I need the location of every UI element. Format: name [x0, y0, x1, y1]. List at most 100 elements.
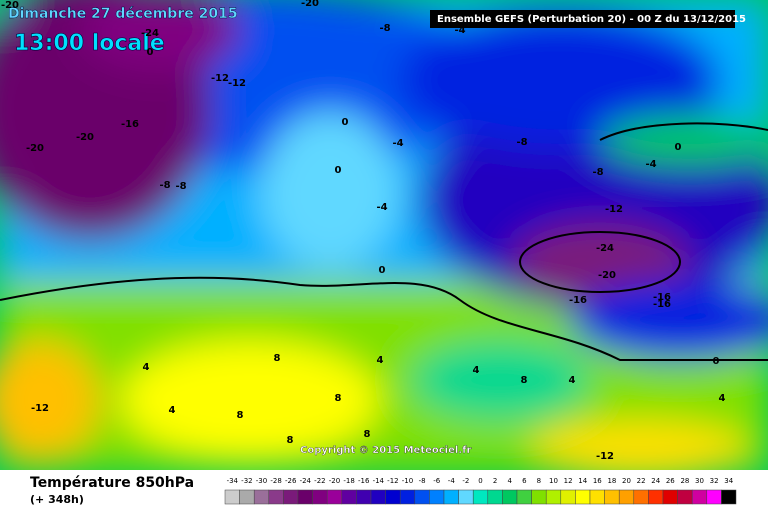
footer-title: Température 850hPa — [30, 475, 194, 491]
legend-label: 14 — [578, 477, 587, 485]
legend-swatch — [253, 489, 270, 505]
legend-swatch — [399, 489, 416, 505]
legend-label: -4 — [448, 477, 456, 485]
legend-swatch — [443, 489, 459, 505]
contour-label: 8 — [335, 393, 342, 404]
legend-swatch — [648, 489, 664, 505]
legend-swatch — [691, 489, 708, 505]
legend-swatch — [341, 489, 357, 505]
legend-label: 32 — [710, 477, 719, 485]
legend-swatch — [618, 489, 635, 505]
contour-label: 8 — [274, 353, 281, 364]
contour-label: -12 — [211, 73, 229, 84]
contour-label: -8 — [175, 181, 186, 192]
contour-label: 0 — [147, 47, 154, 58]
legend-label: -20 — [329, 477, 340, 485]
legend-label: -28 — [270, 477, 281, 485]
contour-label: -4 — [454, 25, 465, 36]
contour-label: 4 — [377, 355, 384, 366]
legend-label: 6 — [522, 477, 527, 485]
legend-label: -22 — [314, 477, 325, 485]
legend-label: -18 — [343, 477, 354, 485]
legend-label: 12 — [564, 477, 573, 485]
legend-swatch — [356, 489, 372, 505]
legend-label: 2 — [493, 477, 497, 485]
contour-label: -8 — [516, 137, 527, 148]
contour-label: -16 — [121, 119, 139, 130]
legend-swatch — [326, 489, 343, 505]
legend-swatch — [531, 489, 547, 505]
legend-swatch — [560, 489, 576, 505]
temperature-field — [0, 0, 768, 480]
legend-swatch — [706, 489, 722, 505]
contour-label: 0 — [379, 265, 386, 276]
contour-label: -12 — [228, 78, 246, 89]
legend-label: -2 — [462, 477, 469, 485]
legend-swatch — [472, 489, 489, 505]
legend-swatch — [487, 489, 503, 505]
legend-label: 22 — [637, 477, 646, 485]
legend-swatch — [633, 489, 649, 505]
legend-label: 8 — [537, 477, 541, 485]
contour-label: 0 — [335, 165, 342, 176]
legend-label: 28 — [680, 477, 689, 485]
legend-label: 26 — [666, 477, 675, 485]
legend-swatch — [370, 489, 386, 505]
contour-label: 8 — [237, 410, 244, 421]
legend-swatch — [516, 489, 532, 505]
legend-label: -8 — [419, 477, 426, 485]
contour-label: 0 — [675, 142, 682, 153]
contour-label: 4 — [569, 375, 576, 386]
time: 13:00 locale — [14, 31, 165, 56]
contour-label: -16 — [653, 299, 671, 310]
legend-label: 4 — [507, 477, 512, 485]
legend-label: -34 — [227, 477, 239, 485]
legend-swatch — [458, 489, 474, 505]
legend-swatch — [385, 489, 401, 505]
legend-label: -16 — [358, 477, 370, 485]
contour-label: 8 — [287, 435, 294, 446]
contour-label: 4 — [143, 362, 150, 373]
legend-swatch — [575, 489, 591, 505]
contour-label: -8 — [379, 23, 390, 34]
run-box — [430, 10, 735, 28]
legend-swatch — [268, 489, 284, 505]
legend-swatch — [589, 489, 605, 505]
contour-label: -24 — [141, 28, 159, 39]
legend-label: -24 — [300, 477, 312, 485]
legend-label: -14 — [373, 477, 385, 485]
contour-label: 8 — [521, 375, 528, 386]
legend-label: 20 — [622, 477, 631, 485]
legend-swatch — [604, 489, 620, 505]
legend-label: 10 — [549, 477, 558, 485]
contour-label: -4 — [645, 159, 656, 170]
legend-swatch — [662, 489, 678, 505]
legend-swatch — [224, 489, 240, 505]
legend-label: -32 — [241, 477, 252, 485]
legend-label: 18 — [607, 477, 616, 485]
contour-label: -8 — [592, 167, 603, 178]
legend-label: 30 — [695, 477, 704, 485]
contour-label: -8 — [159, 180, 170, 191]
contour-label: -20 — [301, 0, 319, 9]
contour-label: -16 — [569, 295, 587, 306]
legend-swatch — [239, 489, 255, 505]
contour-label: -12 — [596, 451, 614, 462]
contour-label: 4 — [473, 365, 480, 376]
contour-label: -16 — [653, 292, 671, 303]
legend-label: -30 — [256, 477, 267, 485]
contour-label: -20 — [26, 143, 44, 154]
legend-label: 0 — [478, 477, 482, 485]
legend-label: 16 — [593, 477, 602, 485]
legend-swatch — [414, 489, 430, 505]
legend-label: 24 — [651, 477, 660, 485]
contour-label: -24 — [596, 243, 614, 254]
run-info: Ensemble GEFS (Perturbation 20) - 00 Z d… — [437, 14, 746, 25]
date: Dimanche 27 décembre 2015 — [8, 6, 238, 22]
color-scale: -34 -32 -30 -28 -26 -24 -22 -20 -18 -16 -14 -12 -10-… — [224, 477, 737, 505]
legend-label: -12 — [387, 477, 398, 485]
legend-label: -6 — [433, 477, 441, 485]
legend-swatch — [502, 489, 518, 505]
